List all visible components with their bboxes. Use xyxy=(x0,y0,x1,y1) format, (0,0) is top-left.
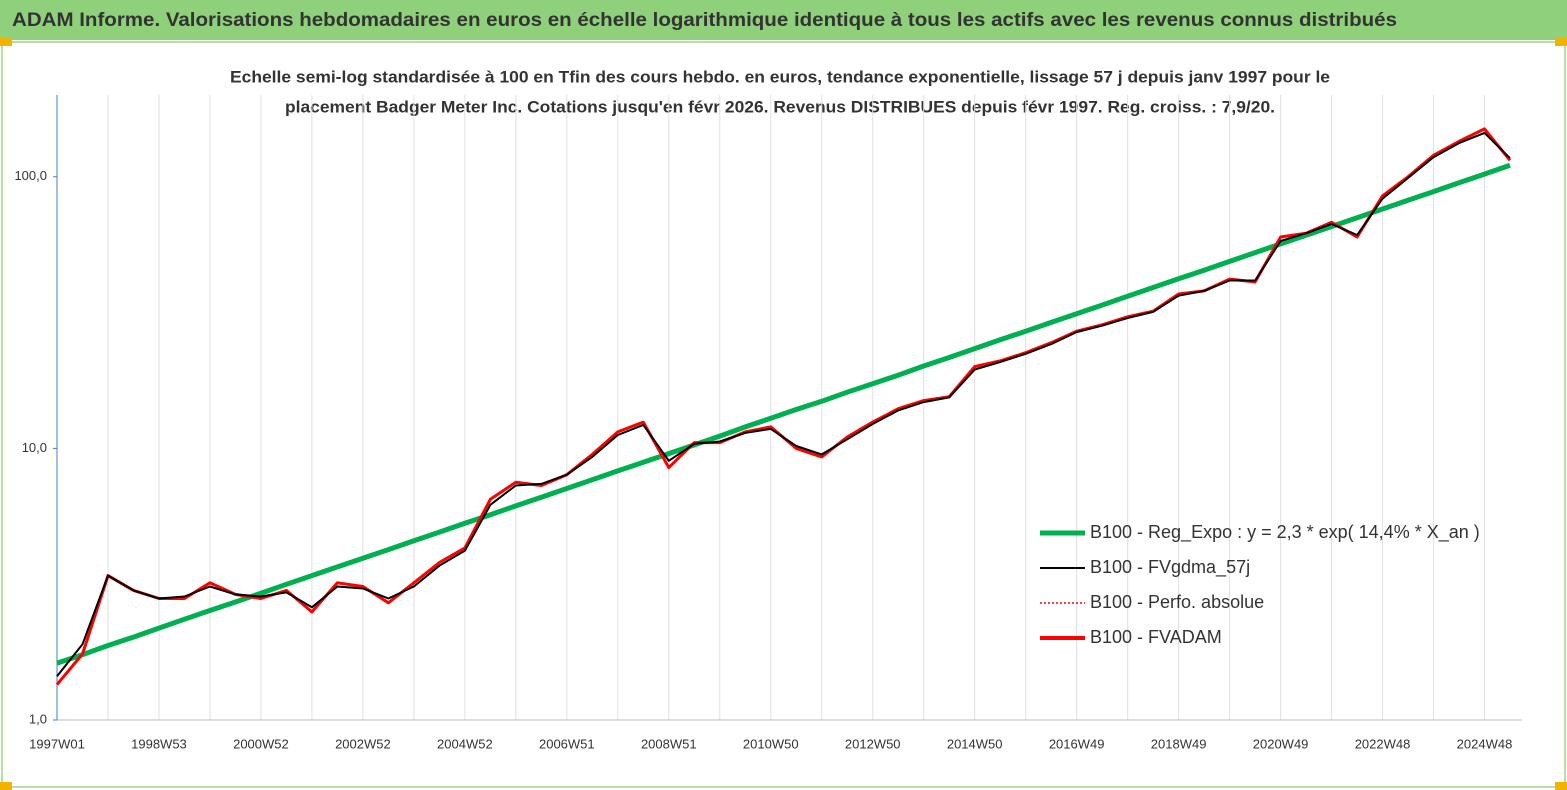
x-tick-label: 1998W53 xyxy=(131,736,187,751)
chart-subtitle: Echelle semi-log standardisée à 100 en T… xyxy=(230,67,1330,86)
y-tick-label: 1,0 xyxy=(29,711,47,726)
x-tick-label: 2002W52 xyxy=(335,736,391,751)
x-tick-label: 2022W48 xyxy=(1355,736,1411,751)
corner xyxy=(0,782,12,790)
x-tick-label: 1997W01 xyxy=(29,736,85,751)
header-band xyxy=(0,0,1567,40)
legend-label: B100 - Perfo. absolue xyxy=(1090,592,1264,612)
x-tick-label: 2014W50 xyxy=(947,736,1003,751)
x-tick-label: 2000W52 xyxy=(233,736,289,751)
x-tick-label: 2016W49 xyxy=(1049,736,1105,751)
y-tick-label: 100,0 xyxy=(14,168,47,183)
y-tick-label: 10,0 xyxy=(22,440,47,455)
x-tick-label: 2018W49 xyxy=(1151,736,1207,751)
series-line xyxy=(55,127,1512,686)
legend-label: B100 - FVgdma_57j xyxy=(1090,557,1250,578)
x-tick-label: 2004W52 xyxy=(437,736,493,751)
series-line xyxy=(56,162,1511,666)
corner xyxy=(0,38,12,46)
x-tick-label: 2024W48 xyxy=(1457,736,1513,751)
chart-subtitle: placement Badger Meter Inc. Cotations ju… xyxy=(285,97,1275,116)
legend-label: B100 - Reg_Expo : y = 2,3 * exp( 14,4% *… xyxy=(1090,522,1480,543)
series-line xyxy=(56,128,1511,686)
x-tick-label: 2008W51 xyxy=(641,736,697,751)
corner xyxy=(1555,782,1567,790)
series-line xyxy=(56,131,1511,677)
chart-border xyxy=(1,41,1566,788)
x-tick-label: 2010W50 xyxy=(743,736,799,751)
legend-label: B100 - FVADAM xyxy=(1090,627,1222,647)
x-tick-label: 2006W51 xyxy=(539,736,595,751)
corner xyxy=(1555,38,1567,46)
x-tick-label: 2012W50 xyxy=(845,736,901,751)
header-title: ADAM Informe. Valorisations hebdomadaire… xyxy=(12,10,1397,31)
x-tick-label: 2020W49 xyxy=(1253,736,1309,751)
